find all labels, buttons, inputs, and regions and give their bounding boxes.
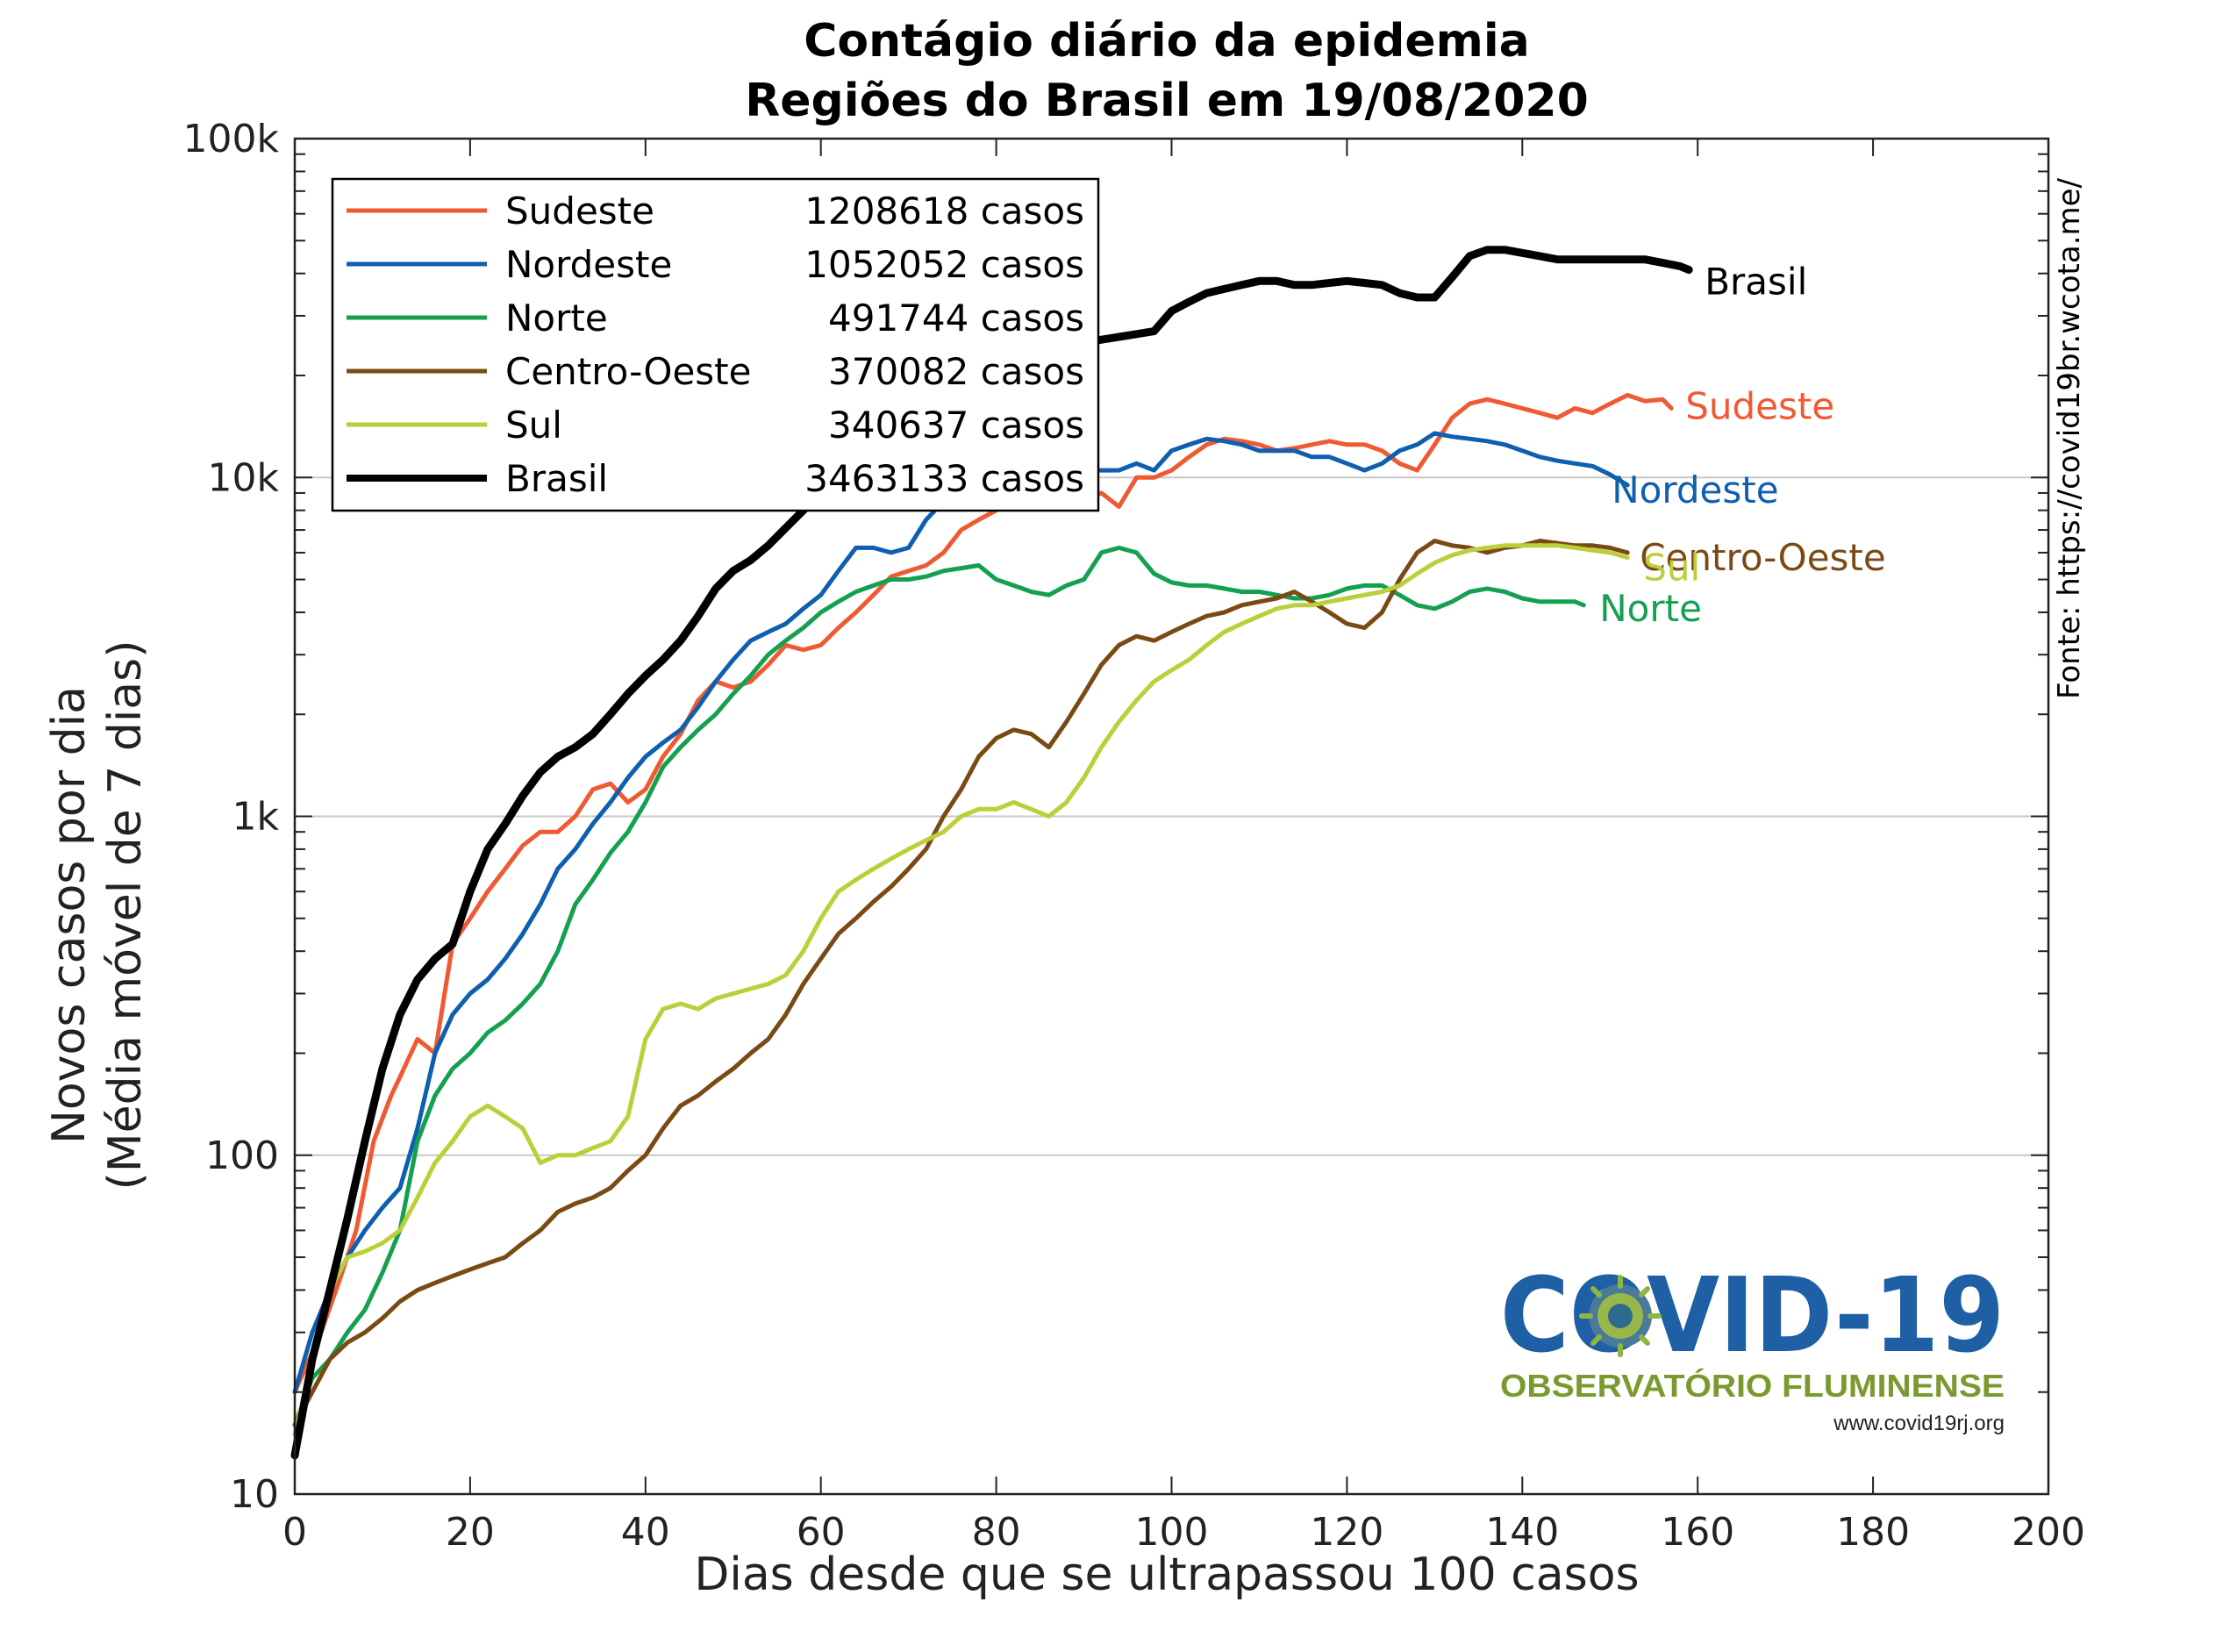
legend-cases-nordeste: 1052052 casos xyxy=(804,243,1084,286)
end-label-nordeste: Nordeste xyxy=(1612,468,1778,511)
source-label: Fonte: https://covid19br.wcota.me/ xyxy=(2052,177,2087,699)
x-tick-label-0: 0 xyxy=(282,1510,307,1555)
covid19-logo: COVID-19 OBSERVATÓRIO FLUMINENSE www.cov… xyxy=(1500,1255,2005,1435)
axes xyxy=(293,137,2050,1496)
series-line-sul xyxy=(292,543,1630,1437)
x-tick-label-2: 40 xyxy=(621,1510,670,1555)
legend-name-centro-oeste: Centro-Oeste xyxy=(505,350,752,393)
legend-box xyxy=(331,177,1100,512)
end-label-sudeste: Sudeste xyxy=(1685,384,1834,427)
x-tick-label-8: 160 xyxy=(1661,1510,1734,1555)
legend-name-norte: Norte xyxy=(505,297,608,340)
end-label-brasil: Brasil xyxy=(1705,261,1807,304)
logo-subtitle: OBSERVATÓRIO FLUMINENSE xyxy=(1500,1367,2005,1404)
y-tick-label-1: 100 xyxy=(205,1134,279,1178)
x-axis-label: Dias desde que se ultrapassou 100 casos xyxy=(694,1548,1639,1601)
legend-cases-brasil: 3463133 casos xyxy=(804,457,1084,500)
x-tick-label-9: 180 xyxy=(1836,1510,1910,1555)
series-line-centro-oeste xyxy=(292,539,1630,1427)
y-axis-label-line-1: Novos casos por dia xyxy=(43,686,96,1144)
x-tick-label-5: 100 xyxy=(1135,1510,1209,1555)
x-tick-label-6: 120 xyxy=(1310,1510,1383,1555)
legend-name-sul: Sul xyxy=(505,404,562,447)
legend: Sudeste 1208618 casos Nordeste 1052052 caso… xyxy=(331,177,1100,512)
y-tick-label-3: 10k xyxy=(208,455,280,500)
legend-name-brasil: Brasil xyxy=(505,457,608,500)
x-tick-labels: 0 20 40 60 80 100 120 140 160 180 200 xyxy=(282,1510,2085,1555)
series-line-norte xyxy=(292,545,1586,1427)
chart-title-line-2: Regiões do Brasil em 19/08/2020 xyxy=(745,75,1589,127)
logo-url: www.covid19rj.org xyxy=(1833,1412,2005,1435)
series-line-sudeste xyxy=(292,392,1674,1395)
x-tick-label-10: 200 xyxy=(2012,1510,2085,1555)
series-end-labels: Brasil Sudeste Nordeste Centro-OesteSulNort… xyxy=(1599,261,1885,630)
chart-title-line-1: Contágio diário da epidemia xyxy=(804,15,1529,68)
legend-cases-centro-oeste: 370082 casos xyxy=(828,350,1084,393)
virus-icon xyxy=(1579,1275,1662,1357)
legend-name-nordeste: Nordeste xyxy=(505,243,672,286)
legend-cases-sul: 340637 casos xyxy=(828,404,1084,447)
legend-name-sudeste: Sudeste xyxy=(505,190,654,232)
x-tick-label-3: 60 xyxy=(797,1510,846,1555)
end-label-sul: Sul xyxy=(1643,547,1700,590)
end-label-centro-oeste: Centro-Oeste xyxy=(1640,536,1886,579)
y-tick-label-4: 100k xyxy=(183,117,280,161)
y-tick-labels: 10 100 1k 10k 100k xyxy=(183,117,280,1517)
y-tick-label-0: 10 xyxy=(230,1472,279,1517)
y-tick-label-2: 1k xyxy=(232,795,280,840)
logo-title: COVID-19 xyxy=(1500,1255,2005,1376)
legend-cases-norte: 491744 casos xyxy=(828,297,1084,340)
end-label-norte: Norte xyxy=(1599,587,1702,630)
y-axis-label-line-2: (Média móvel de 7 dias) xyxy=(99,640,152,1190)
x-tick-label-4: 80 xyxy=(972,1510,1021,1555)
x-tick-label-7: 140 xyxy=(1485,1510,1559,1555)
legend-cases-sudeste: 1208618 casos xyxy=(804,190,1084,232)
x-tick-label-1: 20 xyxy=(446,1510,495,1555)
